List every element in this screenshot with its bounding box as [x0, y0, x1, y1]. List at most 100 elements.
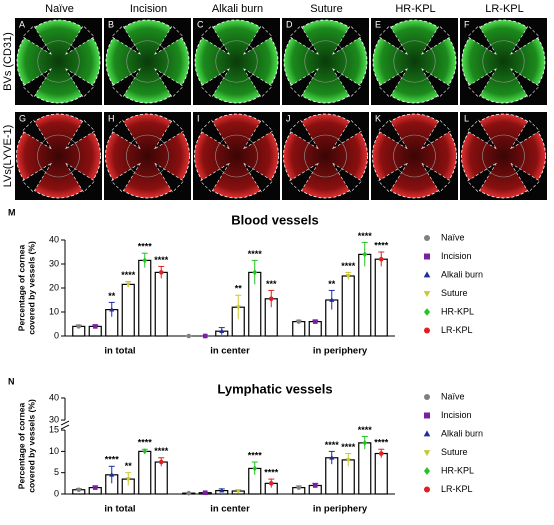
data-point — [329, 297, 335, 302]
data-point — [186, 490, 192, 496]
panel-label: M — [8, 207, 16, 217]
legend-label: HR-KPL — [441, 306, 474, 316]
data-point — [252, 269, 258, 276]
legend-marker — [423, 450, 431, 457]
column-header: Naïve — [45, 3, 74, 15]
significance: **** — [358, 425, 373, 435]
column-header: LR-KPL — [485, 3, 524, 15]
bar — [341, 275, 355, 337]
data-point — [76, 324, 82, 329]
cut — [288, 162, 319, 193]
panel-label: N — [8, 376, 15, 386]
cut — [510, 162, 541, 193]
legend-marker — [424, 486, 430, 493]
center-zone — [215, 40, 258, 83]
cut — [243, 68, 273, 98]
legend-label: HR-KPL — [441, 465, 474, 475]
significance: ** — [108, 291, 116, 301]
cut — [243, 162, 274, 193]
cut — [466, 162, 497, 193]
cut — [154, 119, 185, 150]
cut — [467, 68, 497, 98]
center-zone — [126, 134, 169, 178]
bar — [358, 442, 372, 495]
panel-letter: K — [375, 113, 381, 123]
significance: **** — [341, 261, 356, 271]
legend-label: Alkali burn — [441, 269, 483, 279]
legend-marker — [424, 394, 430, 400]
cut — [421, 25, 451, 55]
x-tick-label: in center — [210, 346, 250, 357]
data-point — [329, 455, 335, 460]
center-zone — [126, 40, 169, 83]
bar — [154, 461, 168, 495]
data-point — [142, 448, 148, 455]
data-point — [186, 333, 192, 339]
data-point — [268, 481, 274, 486]
significance: ** — [125, 461, 133, 471]
significance: **** — [374, 438, 389, 448]
bar — [121, 283, 135, 337]
center-zone — [393, 134, 436, 178]
significance: **** — [341, 442, 356, 452]
bar — [374, 452, 388, 495]
cut — [21, 162, 52, 193]
data-point — [268, 296, 274, 302]
x-tick-label: in periphery — [313, 346, 368, 357]
center-zone — [304, 40, 347, 83]
panel-letter: A — [19, 19, 25, 29]
legend-marker — [424, 327, 430, 334]
cut — [65, 25, 95, 55]
significance: **** — [105, 455, 120, 465]
significance: **** — [374, 240, 389, 250]
data-point — [378, 451, 384, 456]
data-point — [296, 485, 302, 490]
cut — [377, 162, 408, 193]
data-point — [312, 483, 318, 488]
cut — [243, 119, 274, 150]
data-point — [125, 282, 131, 288]
cut — [199, 162, 230, 193]
significance: ** — [328, 279, 336, 289]
y-tick-label: 10 — [49, 446, 59, 456]
cut — [467, 25, 497, 55]
y-tick-label: 20 — [49, 282, 59, 292]
center-zone — [482, 134, 525, 178]
y-tick-label: 10 — [49, 306, 59, 316]
x-tick-label: in center — [210, 504, 250, 515]
legend-marker — [423, 271, 431, 278]
panel-letter: I — [197, 113, 200, 123]
center-zone — [393, 40, 436, 83]
significance: **** — [248, 249, 263, 259]
bar — [374, 258, 388, 337]
center-zone — [37, 134, 80, 178]
data-point — [345, 458, 351, 463]
data-point — [219, 487, 225, 493]
y-axis-label: Percentage of cornea — [16, 245, 26, 332]
cut — [510, 68, 540, 98]
x-tick-label: in periphery — [313, 504, 368, 515]
data-point — [92, 324, 98, 329]
cut — [466, 119, 497, 150]
center-zone — [37, 40, 80, 83]
y-tick-label: 30 — [49, 414, 59, 424]
axis-break — [60, 424, 70, 430]
chart-title: Lymphatic vessels — [217, 381, 332, 396]
data-point — [202, 490, 208, 496]
cut — [111, 25, 141, 55]
cut — [65, 68, 95, 98]
cut — [111, 68, 141, 98]
y-tick-label: 15 — [49, 424, 59, 434]
significance: **** — [154, 446, 169, 456]
legend-marker — [423, 291, 431, 298]
chart-title: Blood vessels — [231, 212, 318, 227]
cut — [110, 162, 141, 193]
significance: **** — [358, 231, 373, 241]
panel-letter: E — [375, 19, 381, 29]
cut — [289, 68, 319, 98]
data-point — [235, 305, 241, 310]
data-point — [109, 306, 115, 312]
legend-label: Suture — [441, 447, 468, 457]
cut — [289, 25, 319, 55]
legend-label: Suture — [441, 288, 468, 298]
